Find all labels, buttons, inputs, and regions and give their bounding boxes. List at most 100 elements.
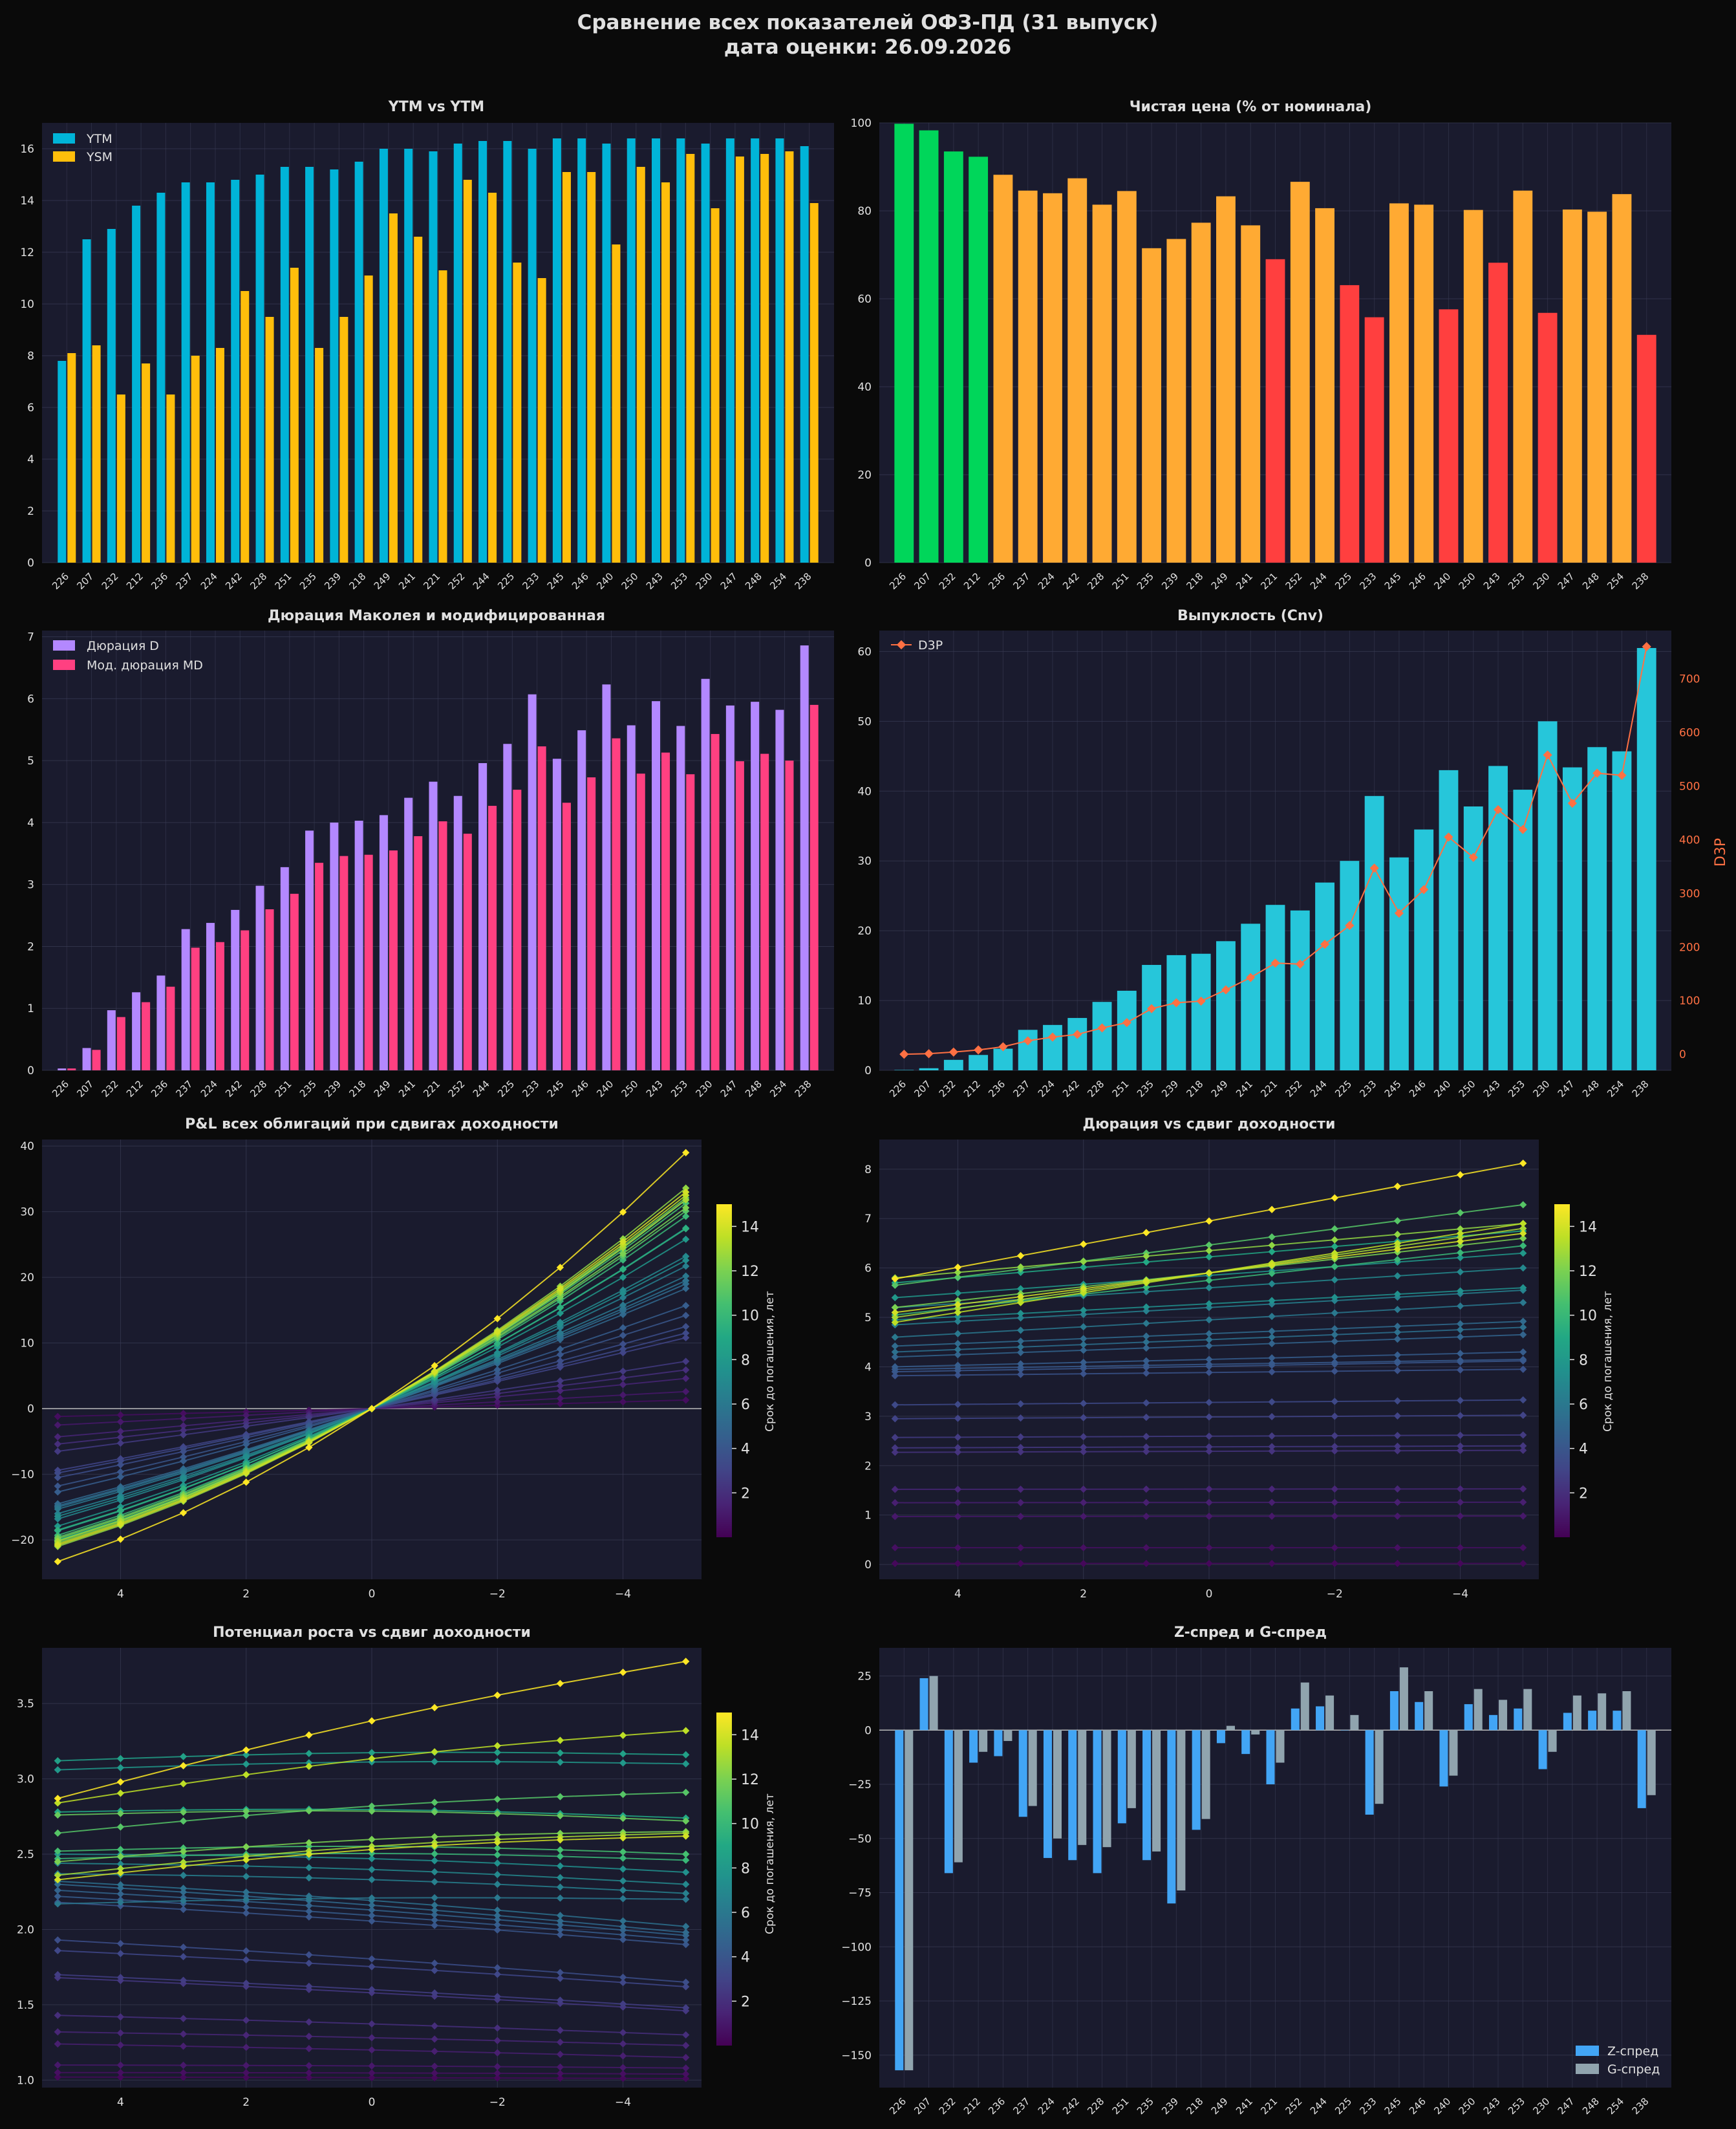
series-point — [682, 1257, 690, 1264]
series-point — [682, 1760, 690, 1767]
series-point — [1142, 1344, 1150, 1352]
series-point — [619, 1917, 627, 1925]
bar-ysm — [67, 353, 76, 563]
series-point — [1456, 1241, 1464, 1249]
series-point — [116, 1487, 125, 1495]
bar-convexity — [1166, 955, 1186, 1070]
bar-clean-price — [1463, 210, 1483, 563]
series-point — [54, 1892, 61, 1900]
colorbar — [716, 1713, 732, 2046]
bar-ytm — [404, 149, 413, 563]
series-point — [1456, 1544, 1464, 1551]
series-point — [368, 1875, 376, 1884]
y-tick-label: 7 — [27, 631, 34, 644]
colorbar-tick-label: 4 — [741, 1442, 750, 1458]
y-tick-label: 4 — [864, 1361, 872, 1374]
series-point — [1142, 1513, 1150, 1520]
series-point — [305, 1807, 313, 1815]
series-point — [54, 1541, 61, 1549]
series-point — [493, 1859, 501, 1867]
series-point — [179, 1509, 188, 1517]
series-point — [619, 1345, 627, 1353]
series-point — [1205, 1284, 1213, 1291]
series-point — [179, 1496, 188, 1504]
series-point — [1142, 1332, 1150, 1340]
series-point — [619, 1293, 627, 1302]
series-point — [954, 1448, 962, 1456]
series-point — [1080, 1370, 1088, 1378]
y-tick-label: 30 — [857, 855, 872, 868]
bar-duration — [156, 975, 166, 1070]
series-point — [1456, 1233, 1464, 1241]
bar-zspread — [1439, 1730, 1448, 1787]
series-point — [116, 1461, 125, 1469]
series-point — [1080, 1400, 1088, 1407]
bar-gspread — [954, 1730, 963, 1863]
series-point — [1142, 1432, 1150, 1440]
bar-gspread — [1523, 1689, 1532, 1731]
series-point — [493, 1916, 501, 1923]
bar-clean-price — [1117, 191, 1137, 563]
colorbar-tick-label: 6 — [741, 1397, 750, 1413]
bar-ytm — [107, 229, 116, 563]
bar-mod-duration — [215, 942, 224, 1070]
series-point — [368, 1906, 376, 1914]
series-point — [619, 1332, 627, 1339]
series-point — [116, 1789, 125, 1797]
series-point — [619, 1931, 627, 1939]
series-point — [179, 2061, 188, 2070]
series-point — [619, 1936, 627, 1943]
bar-gspread — [1622, 1691, 1631, 1731]
series-point — [954, 1513, 962, 1520]
series-point — [305, 1443, 313, 1451]
series-point — [682, 1312, 690, 1319]
series-point — [116, 1503, 125, 1511]
series-point — [54, 1557, 61, 1566]
series-point — [619, 1877, 627, 1885]
y2-tick-label: 500 — [1679, 780, 1700, 793]
series-point — [493, 1374, 501, 1381]
series-point — [556, 1387, 564, 1395]
series-point — [431, 1396, 438, 1403]
series-point — [556, 1862, 564, 1870]
y-tick-label: 0 — [864, 1064, 872, 1077]
bar-mod-duration — [686, 774, 695, 1070]
bar-mod-duration — [785, 761, 794, 1070]
point-d3p — [948, 1047, 958, 1057]
bar-duration — [453, 795, 462, 1070]
bar-ysm — [92, 345, 101, 563]
series-point — [368, 2020, 376, 2028]
series-point — [431, 1703, 438, 1712]
bar-zspread — [1563, 1713, 1572, 1731]
series-point — [619, 1340, 627, 1348]
series-point — [1331, 1253, 1338, 1261]
bar-ytm — [725, 138, 734, 563]
series-point — [1393, 1245, 1402, 1253]
series-point — [1331, 1512, 1338, 1520]
series-point — [954, 1308, 962, 1317]
series-point — [431, 1878, 438, 1886]
series-point — [682, 1374, 690, 1383]
series-point — [682, 1923, 690, 1930]
series-point — [1268, 1354, 1276, 1362]
series-point — [1393, 1442, 1402, 1450]
series-point — [368, 2073, 376, 2082]
series-point — [1456, 1326, 1464, 1334]
series-point — [431, 1857, 438, 1864]
series-point — [891, 1444, 899, 1452]
bar-mod-duration — [191, 947, 200, 1070]
series-point — [1519, 1242, 1527, 1249]
y-tick-label: 2.0 — [17, 1923, 34, 1936]
y-tick-label: 2 — [27, 940, 34, 953]
series-point — [682, 1302, 690, 1310]
series-point — [1331, 1262, 1338, 1271]
series-point — [556, 1304, 564, 1312]
series-point — [682, 1366, 690, 1374]
series-point — [954, 1301, 962, 1308]
series-point — [1456, 1320, 1464, 1328]
y-tick-label: 6 — [864, 1262, 872, 1275]
bar-zspread — [1365, 1730, 1374, 1815]
y2-axis-label-d3p: D3P — [1713, 838, 1729, 867]
bar-ysm — [537, 278, 546, 563]
series-point — [431, 2069, 438, 2077]
